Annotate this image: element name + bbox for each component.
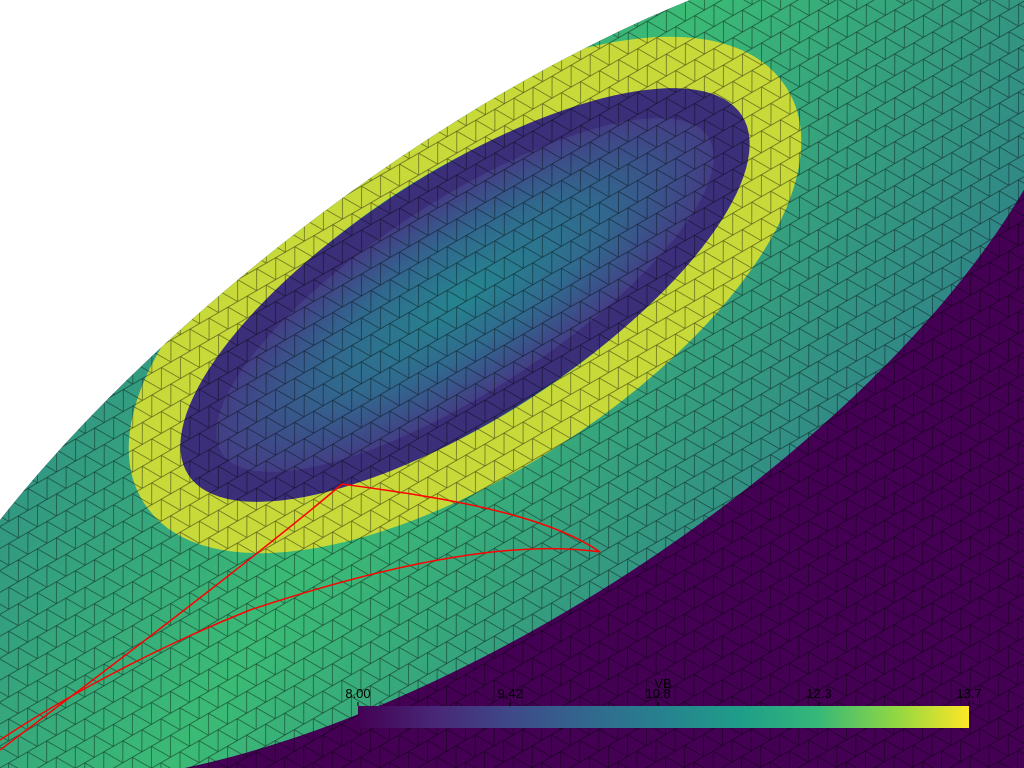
tick-label: 9.42 <box>498 686 523 701</box>
scalar-bar-title: VB <box>654 676 671 691</box>
tick-label: 13.7 <box>956 686 981 701</box>
tick-label: 10.8 <box>645 686 670 701</box>
red-curves <box>0 483 601 751</box>
tick-label: 8.00 <box>345 686 370 701</box>
tick-label: 12.3 <box>806 686 831 701</box>
scalar-bar <box>358 706 969 728</box>
